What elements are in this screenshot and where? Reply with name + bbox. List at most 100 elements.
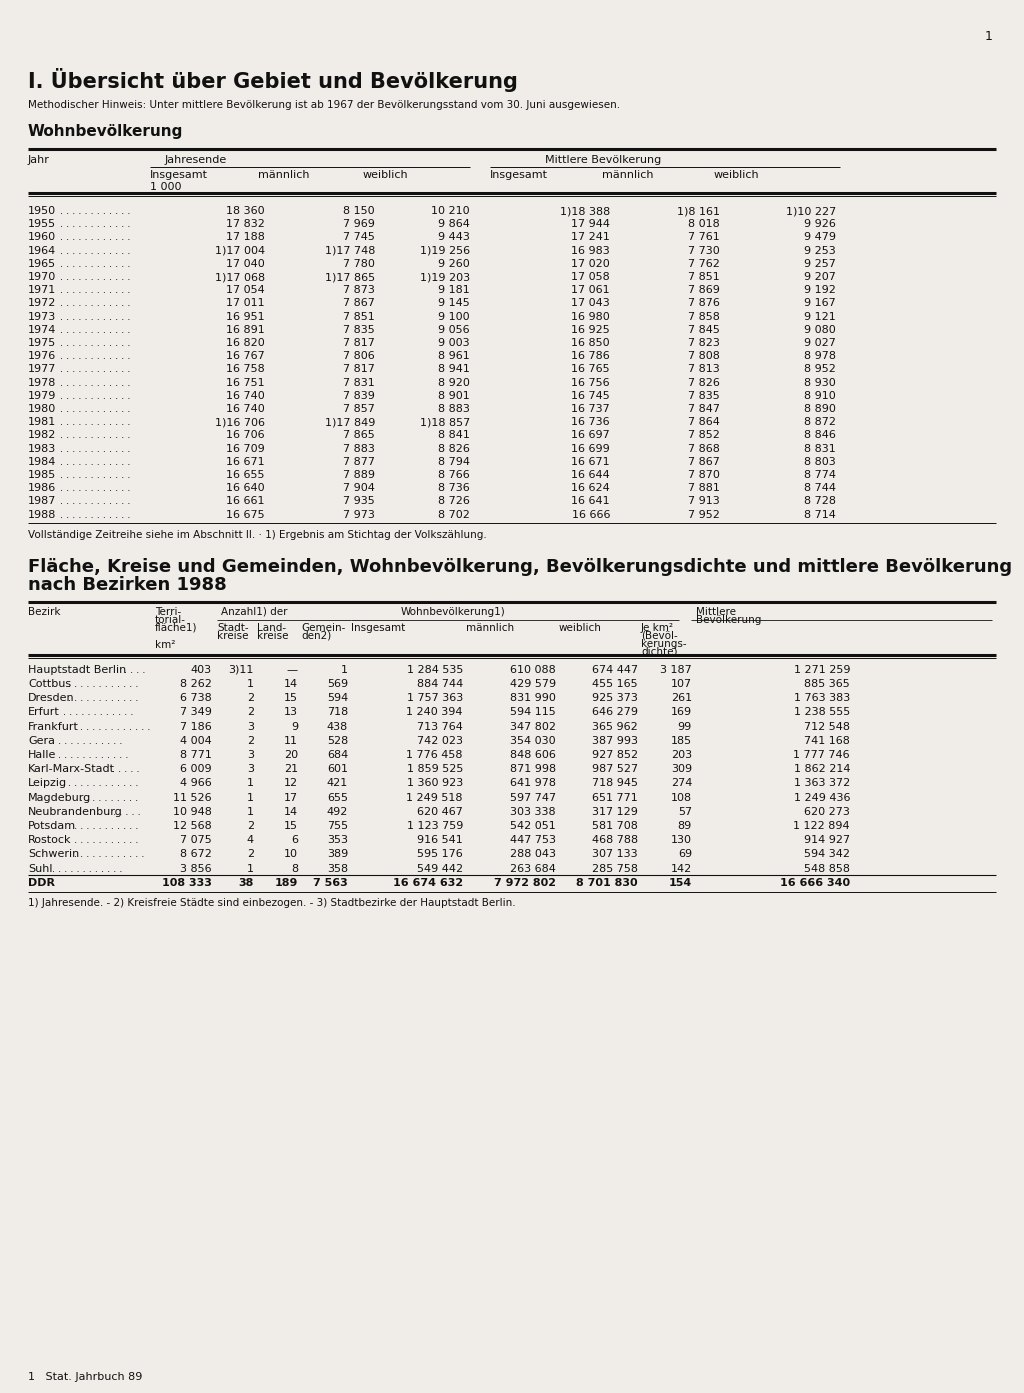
Text: 7 852: 7 852 bbox=[688, 430, 720, 440]
Text: 7 889: 7 889 bbox=[343, 469, 375, 481]
Text: 2: 2 bbox=[247, 694, 254, 703]
Text: weiblich: weiblich bbox=[559, 623, 602, 632]
Text: 15: 15 bbox=[284, 820, 298, 832]
Text: 597 747: 597 747 bbox=[510, 793, 556, 802]
Text: 7 563: 7 563 bbox=[313, 878, 348, 887]
Text: . . . . . . . . . . . .: . . . . . . . . . . . . bbox=[52, 864, 123, 873]
Text: 288 043: 288 043 bbox=[510, 850, 556, 859]
Text: Insgesamt: Insgesamt bbox=[351, 623, 406, 632]
Text: 16 740: 16 740 bbox=[226, 391, 265, 401]
Text: . . . . . . . . . . . .: . . . . . . . . . . . . bbox=[60, 272, 130, 281]
Text: 107: 107 bbox=[671, 678, 692, 690]
Text: 674 447: 674 447 bbox=[592, 664, 638, 674]
Text: Leipzig: Leipzig bbox=[28, 779, 68, 788]
Text: 9 864: 9 864 bbox=[438, 219, 470, 230]
Text: 1)8 161: 1)8 161 bbox=[677, 206, 720, 216]
Text: . . . . . . . . . . . .: . . . . . . . . . . . . bbox=[60, 457, 130, 467]
Text: . . . . . . . . . . . .: . . . . . . . . . . . . bbox=[60, 286, 130, 295]
Text: 1 249 436: 1 249 436 bbox=[794, 793, 850, 802]
Text: 99: 99 bbox=[678, 722, 692, 731]
Text: 1986: 1986 bbox=[28, 483, 56, 493]
Text: Dresden: Dresden bbox=[28, 694, 75, 703]
Text: . . . . . . . . . . . .: . . . . . . . . . . . . bbox=[60, 206, 130, 216]
Text: 7 730: 7 730 bbox=[688, 245, 720, 255]
Text: 7 858: 7 858 bbox=[688, 312, 720, 322]
Text: Rostock: Rostock bbox=[28, 836, 72, 846]
Text: 309: 309 bbox=[671, 765, 692, 775]
Text: 8 774: 8 774 bbox=[804, 469, 836, 481]
Text: 1980: 1980 bbox=[28, 404, 56, 414]
Text: . . . . . . . . . . . .: . . . . . . . . . . . . bbox=[60, 325, 130, 334]
Text: . . . . . . . . . . . .: . . . . . . . . . . . . bbox=[60, 219, 130, 230]
Text: . . . . . . . . . . . .: . . . . . . . . . . . . bbox=[63, 708, 133, 717]
Text: 403: 403 bbox=[190, 664, 212, 674]
Text: 8 262: 8 262 bbox=[180, 678, 212, 690]
Text: 655: 655 bbox=[327, 793, 348, 802]
Text: 1)10 227: 1)10 227 bbox=[785, 206, 836, 216]
Text: 1970: 1970 bbox=[28, 272, 56, 281]
Text: 16 671: 16 671 bbox=[571, 457, 610, 467]
Text: 17 944: 17 944 bbox=[571, 219, 610, 230]
Text: 1984: 1984 bbox=[28, 457, 56, 467]
Text: 16 640: 16 640 bbox=[226, 483, 265, 493]
Text: 16 661: 16 661 bbox=[226, 496, 265, 507]
Text: 4: 4 bbox=[247, 836, 254, 846]
Text: 595 176: 595 176 bbox=[417, 850, 463, 859]
Text: 14: 14 bbox=[284, 678, 298, 690]
Text: 8 831: 8 831 bbox=[804, 443, 836, 454]
Text: 1985: 1985 bbox=[28, 469, 56, 481]
Text: 1: 1 bbox=[247, 864, 254, 873]
Text: 651 771: 651 771 bbox=[592, 793, 638, 802]
Text: 620 467: 620 467 bbox=[417, 807, 463, 816]
Text: 1987: 1987 bbox=[28, 496, 56, 507]
Text: 8 744: 8 744 bbox=[804, 483, 836, 493]
Text: Stadt-: Stadt- bbox=[217, 623, 249, 632]
Text: . . . . . . . . . . . .: . . . . . . . . . . . . bbox=[57, 749, 128, 761]
Text: 9 926: 9 926 bbox=[804, 219, 836, 230]
Text: 354 030: 354 030 bbox=[510, 736, 556, 745]
Text: 189: 189 bbox=[274, 878, 298, 887]
Text: 916 541: 916 541 bbox=[417, 836, 463, 846]
Text: weiblich: weiblich bbox=[714, 170, 760, 180]
Text: Gera: Gera bbox=[28, 736, 55, 745]
Text: 317 129: 317 129 bbox=[592, 807, 638, 816]
Text: 10 210: 10 210 bbox=[431, 206, 470, 216]
Text: 389: 389 bbox=[327, 850, 348, 859]
Text: Fläche, Kreise und Gemeinden, Wohnbevölkerung, Bevölkerungsdichte und mittlere B: Fläche, Kreise und Gemeinden, Wohnbevölk… bbox=[28, 557, 1012, 575]
Text: 1)17 004: 1)17 004 bbox=[215, 245, 265, 255]
Text: 17 058: 17 058 bbox=[571, 272, 610, 281]
Text: 8 018: 8 018 bbox=[688, 219, 720, 230]
Text: . . . . .: . . . . . bbox=[113, 765, 140, 775]
Text: 8 920: 8 920 bbox=[438, 378, 470, 387]
Text: . . . . . . . . . . . .: . . . . . . . . . . . . bbox=[60, 404, 130, 414]
Text: 1988: 1988 bbox=[28, 510, 56, 520]
Text: 7 186: 7 186 bbox=[180, 722, 212, 731]
Text: 261: 261 bbox=[671, 694, 692, 703]
Text: 884 744: 884 744 bbox=[417, 678, 463, 690]
Text: 8 771: 8 771 bbox=[180, 749, 212, 761]
Text: Vollständige Zeitreihe siehe im Abschnitt II. · 1) Ergebnis am Stichtag der Volk: Vollständige Zeitreihe siehe im Abschnit… bbox=[28, 529, 486, 540]
Text: 16 925: 16 925 bbox=[571, 325, 610, 334]
Text: 7 869: 7 869 bbox=[688, 286, 720, 295]
Text: 8 803: 8 803 bbox=[804, 457, 836, 467]
Text: 8 978: 8 978 bbox=[804, 351, 836, 361]
Text: 7 867: 7 867 bbox=[343, 298, 375, 308]
Text: 8 841: 8 841 bbox=[438, 430, 470, 440]
Text: 3: 3 bbox=[247, 722, 254, 731]
Text: 1)17 865: 1)17 865 bbox=[325, 272, 375, 281]
Text: . . . . . . . . . . . .: . . . . . . . . . . . . bbox=[60, 233, 130, 242]
Text: 1: 1 bbox=[341, 664, 348, 674]
Text: Hauptstadt Berlin: Hauptstadt Berlin bbox=[28, 664, 126, 674]
Text: . . . . . . . . . . . .: . . . . . . . . . . . . bbox=[60, 496, 130, 507]
Text: 7 835: 7 835 bbox=[688, 391, 720, 401]
Text: 38: 38 bbox=[239, 878, 254, 887]
Text: 6 009: 6 009 bbox=[180, 765, 212, 775]
Text: 1 238 555: 1 238 555 bbox=[794, 708, 850, 717]
Text: 16 671: 16 671 bbox=[226, 457, 265, 467]
Text: 1 249 518: 1 249 518 bbox=[407, 793, 463, 802]
Text: 7 904: 7 904 bbox=[343, 483, 375, 493]
Text: 620 273: 620 273 bbox=[804, 807, 850, 816]
Text: Halle: Halle bbox=[28, 749, 56, 761]
Text: . . . . . . . . . . . .: . . . . . . . . . . . . bbox=[69, 678, 139, 690]
Text: 2: 2 bbox=[247, 850, 254, 859]
